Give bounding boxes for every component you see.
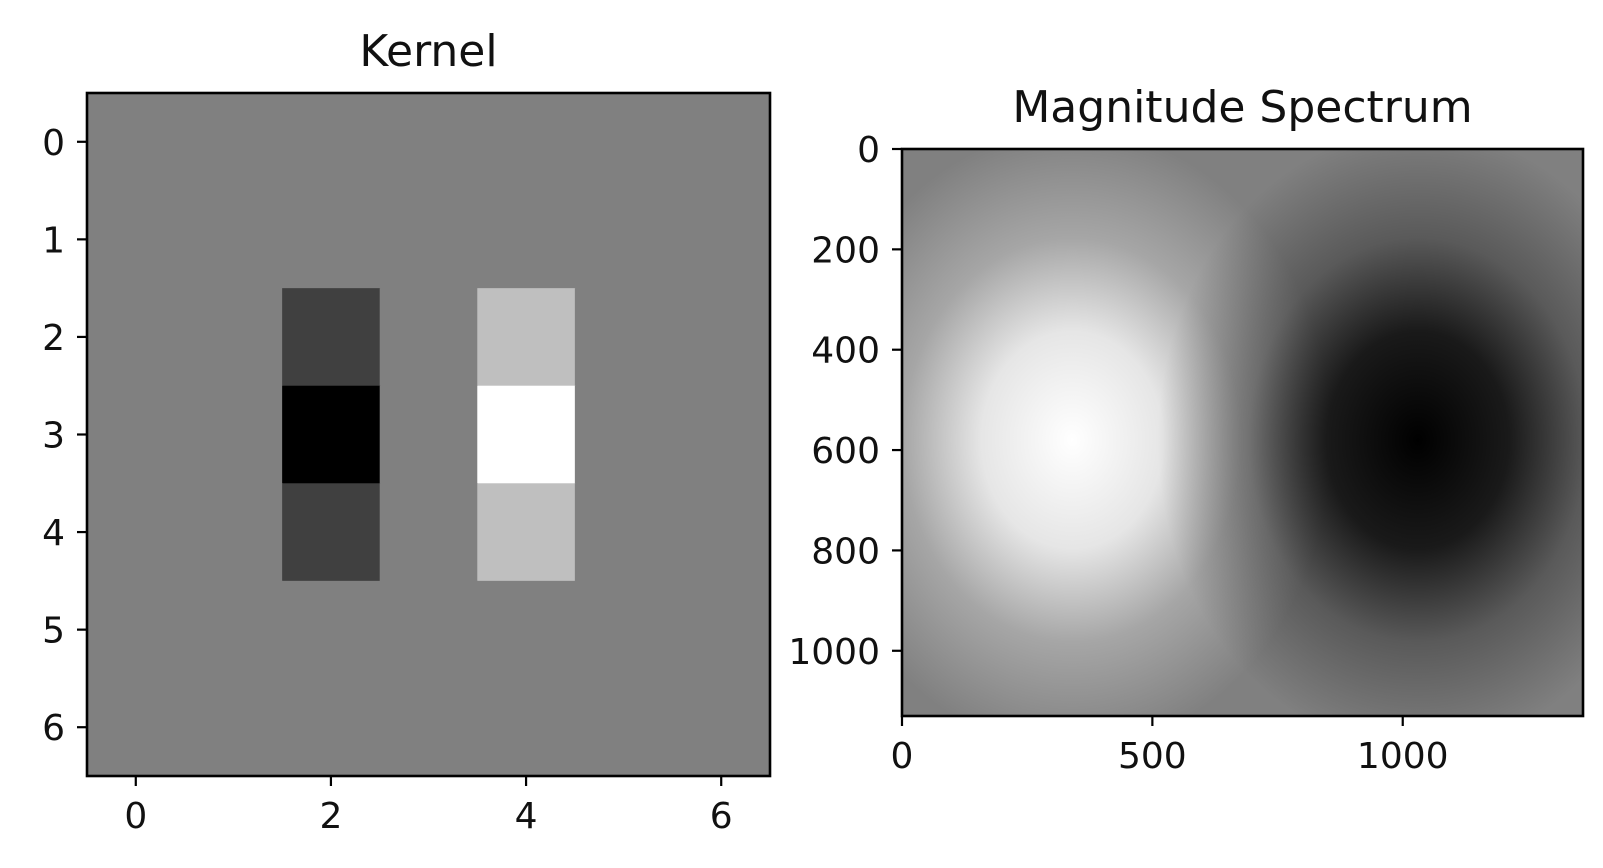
spectrum-y-tick-label: 0	[857, 130, 880, 171]
kernel-cell	[574, 385, 674, 484]
kernel-cell	[282, 678, 381, 777]
kernel-cell	[282, 483, 381, 582]
kernel-cells	[87, 93, 771, 777]
kernel-cell	[282, 580, 381, 680]
kernel-cell	[87, 678, 186, 777]
kernel-cell	[184, 288, 283, 387]
kernel-cell	[184, 483, 283, 582]
kernel-cell	[184, 93, 283, 192]
kernel-cell	[574, 483, 674, 582]
spectrum-y-tick-label: 800	[811, 531, 880, 572]
kernel-y-tick-label: 6	[42, 708, 65, 749]
kernel-cell	[379, 385, 478, 484]
kernel-cell	[379, 483, 478, 582]
spectrum-axes-frame	[900, 147, 1585, 718]
spectrum-x-tick-label: 1000	[1357, 736, 1449, 777]
spectrum-y-tick-label: 1000	[788, 632, 880, 673]
spectrum-y-tick-label: 400	[811, 331, 880, 372]
kernel-cell	[87, 288, 186, 387]
spectrum-title: Magnitude Spectrum	[1012, 82, 1472, 133]
kernel-cell	[477, 288, 576, 387]
spectrum-x-tick-label: 500	[1118, 736, 1187, 777]
kernel-chart: Kernel 0 2 4 6 0 1 2 3 4 5 6	[42, 26, 772, 837]
kernel-cell	[574, 190, 674, 289]
kernel-y-tick-label: 4	[42, 513, 65, 554]
kernel-cell	[672, 385, 771, 484]
kernel-cell	[672, 288, 771, 387]
spectrum-x-axis: 0 500 1000	[891, 716, 1449, 777]
kernel-x-tick-label: 2	[319, 796, 342, 837]
kernel-cell	[87, 190, 186, 289]
kernel-y-tick-label: 3	[42, 416, 65, 457]
kernel-cell	[672, 580, 771, 680]
kernel-cell	[379, 678, 478, 777]
kernel-cell	[87, 93, 186, 192]
kernel-y-tick-label: 1	[42, 220, 65, 261]
kernel-cell	[184, 190, 283, 289]
kernel-x-tick-label: 4	[515, 796, 538, 837]
kernel-cell	[574, 678, 674, 777]
kernel-cell	[672, 483, 771, 582]
kernel-cell	[477, 385, 576, 484]
kernel-cell	[379, 288, 478, 387]
kernel-title: Kernel	[359, 26, 497, 77]
kernel-cell	[379, 190, 478, 289]
kernel-cell	[184, 385, 283, 484]
kernel-cell	[282, 190, 381, 289]
kernel-cell	[672, 93, 771, 192]
kernel-cell	[477, 93, 576, 192]
kernel-y-tick-label: 5	[42, 611, 65, 652]
kernel-y-tick-label: 0	[42, 123, 65, 164]
spectrum-y-axis: 0 200 400 600 800 1000	[788, 130, 902, 673]
kernel-cell	[672, 190, 771, 289]
kernel-cell	[282, 385, 381, 484]
kernel-cell	[87, 385, 186, 484]
spectrum-chart: Magnitude Spectrum 0 500 1000 0 200 400 600 80…	[788, 82, 1585, 777]
kernel-cell	[184, 580, 283, 680]
kernel-cell	[379, 580, 478, 680]
kernel-cell	[477, 190, 576, 289]
kernel-cell	[477, 580, 576, 680]
spectrum-y-tick-label: 200	[811, 230, 880, 271]
kernel-cell	[282, 93, 381, 192]
kernel-cell	[477, 483, 576, 582]
dark-blob	[1157, 149, 1583, 716]
kernel-x-axis: 0 2 4 6	[124, 776, 733, 837]
spectrum-image	[902, 149, 1583, 716]
spectrum-blobs	[902, 149, 1583, 716]
kernel-cell	[574, 93, 674, 192]
kernel-y-tick-label: 2	[42, 318, 65, 359]
kernel-cell	[574, 288, 674, 387]
kernel-cell	[87, 580, 186, 680]
kernel-cell	[672, 678, 771, 777]
kernel-cell	[87, 483, 186, 582]
spectrum-y-tick-label: 600	[811, 431, 880, 472]
kernel-cell	[477, 678, 576, 777]
kernel-cell	[184, 678, 283, 777]
kernel-cell	[379, 93, 478, 192]
kernel-x-tick-label: 0	[124, 796, 147, 837]
kernel-cell	[282, 288, 381, 387]
kernel-y-axis: 0 1 2 3 4 5 6	[42, 123, 87, 749]
kernel-x-tick-label: 6	[710, 796, 733, 837]
kernel-cell	[574, 580, 674, 680]
spectrum-x-tick-label: 0	[891, 736, 914, 777]
